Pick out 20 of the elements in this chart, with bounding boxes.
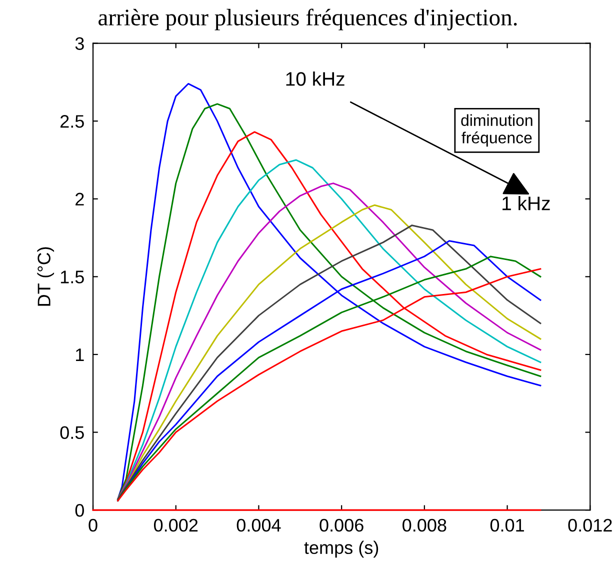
y-tick-label: 1 [76,348,84,362]
x-tick-label: 0.008 [402,518,446,532]
y-axis-title: DT (°C) [37,247,54,306]
x-tick-label: 0.012 [568,518,612,532]
annotation: diminution fréquence [461,114,532,147]
x-tick-label: 0.004 [236,518,281,532]
y-tick-label: 2.5 [60,115,84,128]
x-tick-label: 0.002 [154,518,198,532]
y-tick-label: 1.5 [60,270,84,284]
y-tick-label: 2 [76,192,84,206]
y-tick-label: 0 [75,504,84,517]
x-tick-label: 0 [88,518,98,532]
text: arrière pour plusieurs fréquences d'injection. [98,8,517,30]
y-tick-label: 3 [75,37,84,50]
x-tick-label: 0.01 [490,518,524,532]
x-tick-label: 0.006 [320,518,364,532]
x-axis-title: temps (s) [304,540,378,558]
annotation: 10 kHz [286,72,344,86]
annotation: 1 kHz [502,196,550,210]
y-tick-label: 0.5 [60,426,84,439]
